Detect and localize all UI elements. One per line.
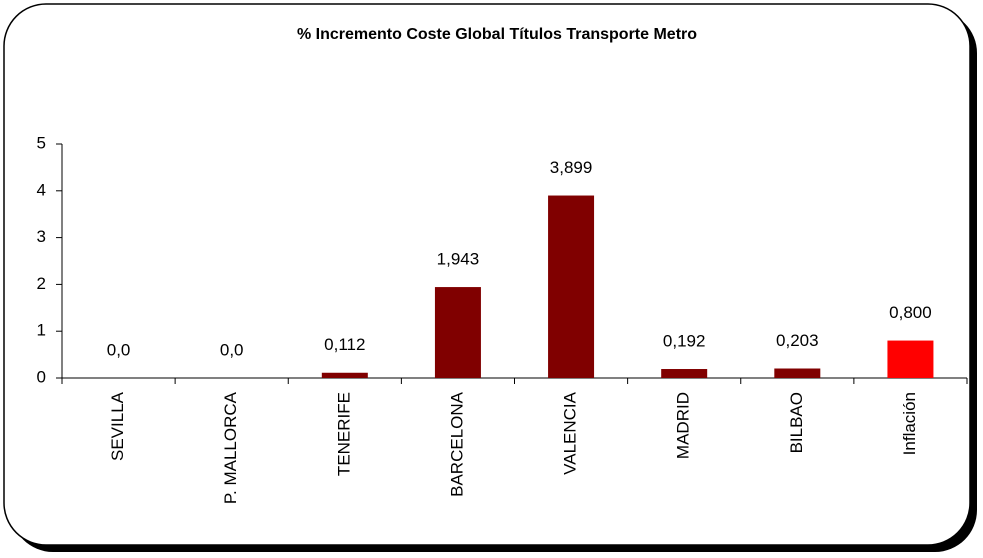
y-tick-label: 0 <box>37 367 46 386</box>
bar <box>434 287 481 378</box>
y-tick-label: 4 <box>37 180 46 199</box>
data-label: 0,112 <box>324 335 365 354</box>
data-label: 0,800 <box>889 303 932 322</box>
bar <box>887 340 934 378</box>
chart-title: % Incremento Coste Global Títulos Transp… <box>297 26 697 43</box>
frame <box>3 3 971 546</box>
y-tick-label: 5 <box>37 133 46 152</box>
x-tick-label: TENERIFE <box>334 392 353 476</box>
data-label: 0,0 <box>107 340 131 359</box>
data-label: 3,899 <box>550 158 593 177</box>
x-tick-label: BARCELONA <box>447 391 466 497</box>
y-tick-label: 1 <box>37 321 46 340</box>
data-label: 0,192 <box>663 331 706 350</box>
data-label: 1,943 <box>437 250 480 269</box>
x-tick-label: SEVILLA <box>108 391 127 461</box>
y-tick-label: 2 <box>37 274 46 293</box>
bar <box>548 195 595 378</box>
bar <box>774 368 821 378</box>
bar <box>661 369 708 378</box>
bar <box>321 372 368 378</box>
data-label: 0,0 <box>220 340 244 359</box>
x-tick-label: Inflación <box>900 392 919 455</box>
y-tick-label: 3 <box>37 227 46 246</box>
x-tick-label: MADRID <box>674 392 693 459</box>
x-tick-label: BILBAO <box>787 392 806 453</box>
x-tick-label: P. MALLORCA <box>221 391 240 504</box>
x-tick-label: VALENCIA <box>561 391 580 474</box>
data-label: 0,203 <box>776 331 819 350</box>
